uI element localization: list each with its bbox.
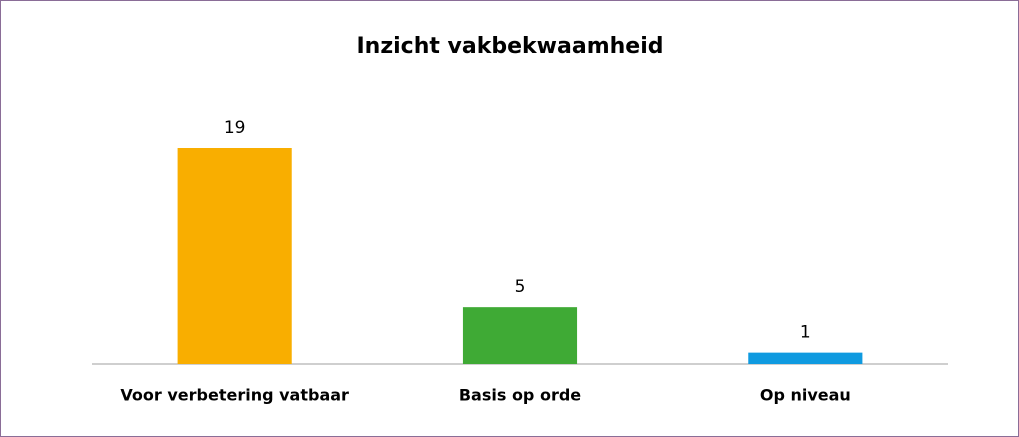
data-label: 19 — [224, 118, 246, 138]
bar — [462, 307, 578, 364]
x-tick-label: Basis op orde — [459, 386, 581, 405]
data-label: 1 — [800, 323, 811, 343]
data-label: 5 — [515, 277, 526, 297]
chart-title: Inzicht vakbekwaamheid — [356, 34, 663, 59]
x-tick-label: Voor verbetering vatbaar — [120, 386, 349, 405]
bar — [748, 352, 863, 364]
x-tick-label: Op niveau — [760, 386, 851, 405]
bar — [177, 148, 292, 364]
